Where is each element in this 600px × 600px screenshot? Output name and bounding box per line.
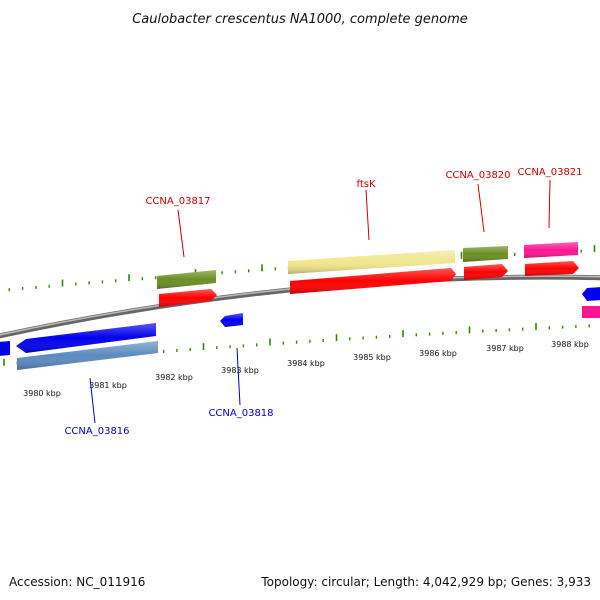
position-labels: 3980 kbp 3981 kbp 3982 kbp 3983 kbp 3984…: [23, 340, 589, 398]
feature-ccna03817-cds[interactable]: [159, 289, 217, 307]
feature-ccna03820-cds[interactable]: [464, 264, 508, 280]
gene-label-ccna03818[interactable]: CCNA_03818: [208, 408, 273, 419]
gene-label-ccna03816[interactable]: CCNA_03816: [64, 426, 129, 437]
tick-label: 3981 kbp: [89, 381, 127, 390]
tick-label: 3987 kbp: [486, 344, 524, 353]
feature-ccna03821-gene[interactable]: [524, 242, 578, 258]
tick-label: 3985 kbp: [353, 353, 391, 362]
tick-label: 3986 kbp: [419, 349, 457, 358]
tick-label: 3984 kbp: [287, 359, 325, 368]
gene-label-ccna03821[interactable]: CCNA_03821: [517, 167, 582, 178]
feature-ccna03820-gene[interactable]: [463, 246, 508, 262]
feature-ftsk-gene[interactable]: [288, 250, 455, 274]
feature-left-edge-gene[interactable]: [0, 341, 10, 356]
tick-label: 3980 kbp: [23, 389, 61, 398]
accession-text: Accession: NC_011916: [9, 575, 145, 589]
gene-label-ccna03817[interactable]: CCNA_03817: [145, 196, 210, 207]
feature-ccna03816-gene[interactable]: [16, 323, 156, 353]
gene-label-ftsk[interactable]: ftsK: [356, 179, 375, 190]
feature-right-edge-magenta[interactable]: [582, 306, 600, 318]
feature-ccna03818-gene[interactable]: [220, 313, 243, 327]
map-title: Caulobacter crescentus NA1000, complete …: [132, 12, 468, 27]
tick-label: 3983 kbp: [221, 366, 259, 375]
feature-ccna03816-cds[interactable]: [17, 341, 158, 370]
feature-right-edge-gene[interactable]: [582, 287, 600, 301]
feature-ccna03817-gene[interactable]: [157, 270, 216, 289]
feature-ccna03821-cds[interactable]: [525, 261, 579, 276]
tick-label: 3982 kbp: [155, 373, 193, 382]
feature-ftsk-cds[interactable]: [290, 268, 456, 294]
label-leaders: [89, 179, 551, 424]
genome-summary-text: Topology: circular; Length: 4,042,929 bp…: [260, 575, 591, 589]
tick-label: 3988 kbp: [551, 340, 589, 349]
gene-label-ccna03820[interactable]: CCNA_03820: [445, 170, 510, 181]
